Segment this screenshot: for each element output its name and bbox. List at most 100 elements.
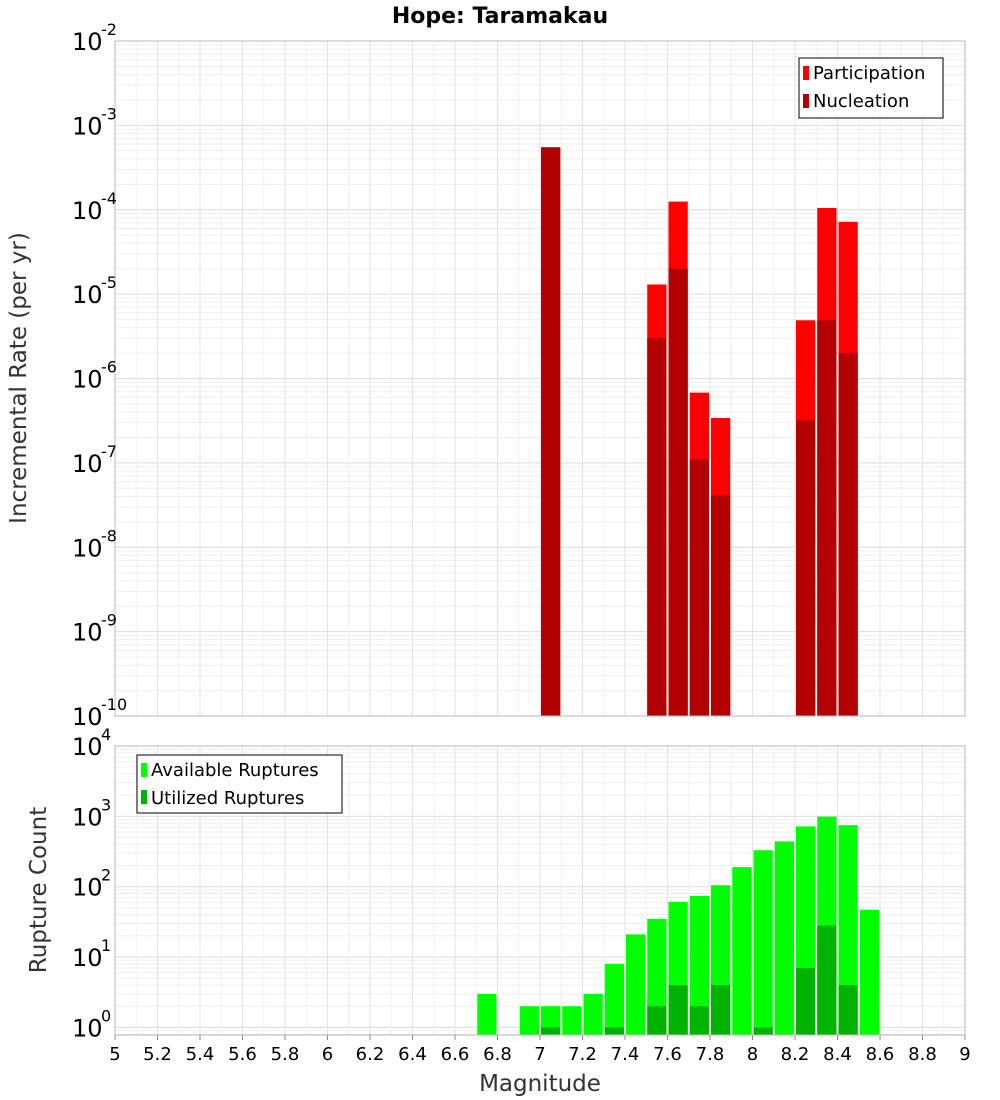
rate-bar-nucleation — [796, 420, 816, 716]
legend-swatch-nucleation — [803, 94, 809, 108]
x-tick-label: 7.4 — [611, 1044, 640, 1065]
count-bar-utilized-ruptures — [838, 985, 858, 1035]
count-bar-available-ruptures — [583, 993, 603, 1035]
rate-y-tick-exponent: -3 — [101, 104, 117, 123]
count-y-tick-exponent: 0 — [101, 1006, 111, 1025]
x-tick-label: 9 — [959, 1044, 970, 1065]
rate-y-tick-label: 10 — [72, 450, 103, 478]
legend-label-participation: Participation — [813, 63, 925, 84]
x-tick-label: 5.4 — [186, 1044, 215, 1065]
count-y-axis-label: Rupture Count — [26, 807, 52, 973]
x-tick-label: 8.4 — [823, 1044, 852, 1065]
rate-y-tick-label: 10 — [72, 28, 103, 56]
rate-bar-nucleation — [647, 338, 667, 716]
x-tick-label: 6.4 — [398, 1044, 427, 1065]
count-bar-available-ruptures — [519, 1006, 539, 1035]
rate-y-tick-label: 10 — [72, 197, 103, 225]
count-bar-utilized-ruptures — [711, 985, 731, 1035]
rate-legend: Participation Nucleation — [798, 57, 944, 119]
rate-bars — [541, 147, 858, 717]
rate-bar-nucleation — [668, 268, 688, 716]
x-tick-label: 6 — [322, 1044, 333, 1065]
count-y-tick-label: 10 — [72, 874, 103, 902]
x-tick-label: 5 — [109, 1044, 120, 1065]
rate-bar-nucleation — [711, 495, 731, 716]
rate-bar-nucleation — [838, 353, 858, 716]
count-bar-utilized-ruptures — [796, 967, 816, 1035]
rate-y-tick-exponent: -9 — [101, 611, 117, 630]
rate-y-tick-exponent: -5 — [101, 273, 117, 292]
rate-y-tick-label: 10 — [72, 619, 103, 647]
count-bar-available-ruptures — [562, 1006, 582, 1035]
count-y-tick-exponent: 3 — [101, 795, 111, 814]
count-y-tick-exponent: 1 — [101, 936, 111, 955]
rate-y-axis-label: Incremental Rate (per yr) — [6, 232, 32, 524]
count-y-tick-label: 10 — [72, 803, 103, 831]
count-bar-utilized-ruptures — [689, 1006, 709, 1035]
count-bar-utilized-ruptures — [817, 925, 837, 1035]
x-axis-label: Magnitude — [479, 1071, 601, 1097]
count-bar-utilized-ruptures — [647, 1006, 667, 1035]
rate-y-tick-exponent: -6 — [101, 358, 117, 377]
rate-y-tick-label: 10 — [72, 281, 103, 309]
count-bar-available-ruptures — [859, 909, 879, 1035]
count-y-tick-label: 10 — [72, 944, 103, 972]
legend-swatch-available — [141, 763, 147, 777]
legend-swatch-participation — [803, 66, 809, 80]
x-tick-label: 5.2 — [143, 1044, 172, 1065]
x-tick-label: 8 — [747, 1044, 758, 1065]
x-tick-label: 6.8 — [483, 1044, 512, 1065]
count-bar-utilized-ruptures — [668, 985, 688, 1035]
rate-y-tick-label: 10 — [72, 366, 103, 394]
chart-title: Hope: Taramakau — [392, 4, 608, 29]
count-bar-available-ruptures — [838, 825, 858, 1035]
count-y-tick-exponent: 4 — [101, 725, 111, 744]
x-tick-label: 8.2 — [781, 1044, 810, 1065]
count-bar-available-ruptures — [753, 850, 773, 1035]
rate-y-tick-label: 10 — [72, 534, 103, 562]
x-tick-label: 5.6 — [228, 1044, 257, 1065]
count-bar-utilized-ruptures — [604, 1027, 624, 1035]
count-bar-available-ruptures — [604, 963, 624, 1035]
magnitude-x-ticks: 5 5.2 5.4 5.6 5.8 6 6.2 6.4 6.6 6.8 7 7.2 7.4 7.6 7.8 8… — [109, 1035, 971, 1065]
count-bar-utilized-ruptures — [541, 1027, 561, 1035]
rate-y-tick-exponent: -7 — [101, 442, 117, 461]
count-bar-available-ruptures — [774, 841, 794, 1035]
x-tick-label: 6.6 — [441, 1044, 470, 1065]
rate-plot-frame — [114, 40, 966, 717]
count-bar-available-ruptures — [689, 895, 709, 1035]
x-tick-label: 7.6 — [653, 1044, 682, 1065]
x-tick-label: 7.8 — [696, 1044, 725, 1065]
rate-y-tick-label: 10 — [72, 703, 103, 731]
rate-legend-box — [798, 57, 944, 119]
x-tick-label: 6.2 — [356, 1044, 385, 1065]
x-tick-label: 7.2 — [568, 1044, 597, 1065]
count-bar-utilized-ruptures — [753, 1027, 773, 1035]
x-tick-label: 8.6 — [866, 1044, 895, 1065]
rate-y-tick-exponent: -2 — [101, 20, 117, 39]
count-legend: Available Ruptures Utilized Ruptures — [136, 754, 343, 814]
count-y-tick-label: 10 — [72, 733, 103, 761]
count-bars — [477, 816, 879, 1035]
legend-label-nucleation: Nucleation — [813, 91, 909, 112]
rate-bar-nucleation — [689, 459, 709, 716]
count-y-tick-label: 10 — [72, 1014, 103, 1042]
x-tick-label: 5.8 — [271, 1044, 300, 1065]
count-legend-box — [136, 754, 343, 814]
rate-y-tick-exponent: -10 — [101, 695, 127, 714]
legend-label-utilized: Utilized Ruptures — [151, 788, 304, 809]
legend-swatch-utilized — [141, 790, 147, 804]
x-tick-label: 8.8 — [908, 1044, 937, 1065]
legend-label-available: Available Ruptures — [151, 760, 319, 781]
count-bar-available-ruptures — [626, 934, 646, 1035]
count-bar-available-ruptures — [477, 993, 497, 1035]
rate-bar-nucleation — [541, 147, 561, 717]
count-y-tick-exponent: 2 — [101, 866, 111, 885]
count-bar-available-ruptures — [732, 867, 752, 1035]
rate-gridlines — [114, 40, 966, 717]
